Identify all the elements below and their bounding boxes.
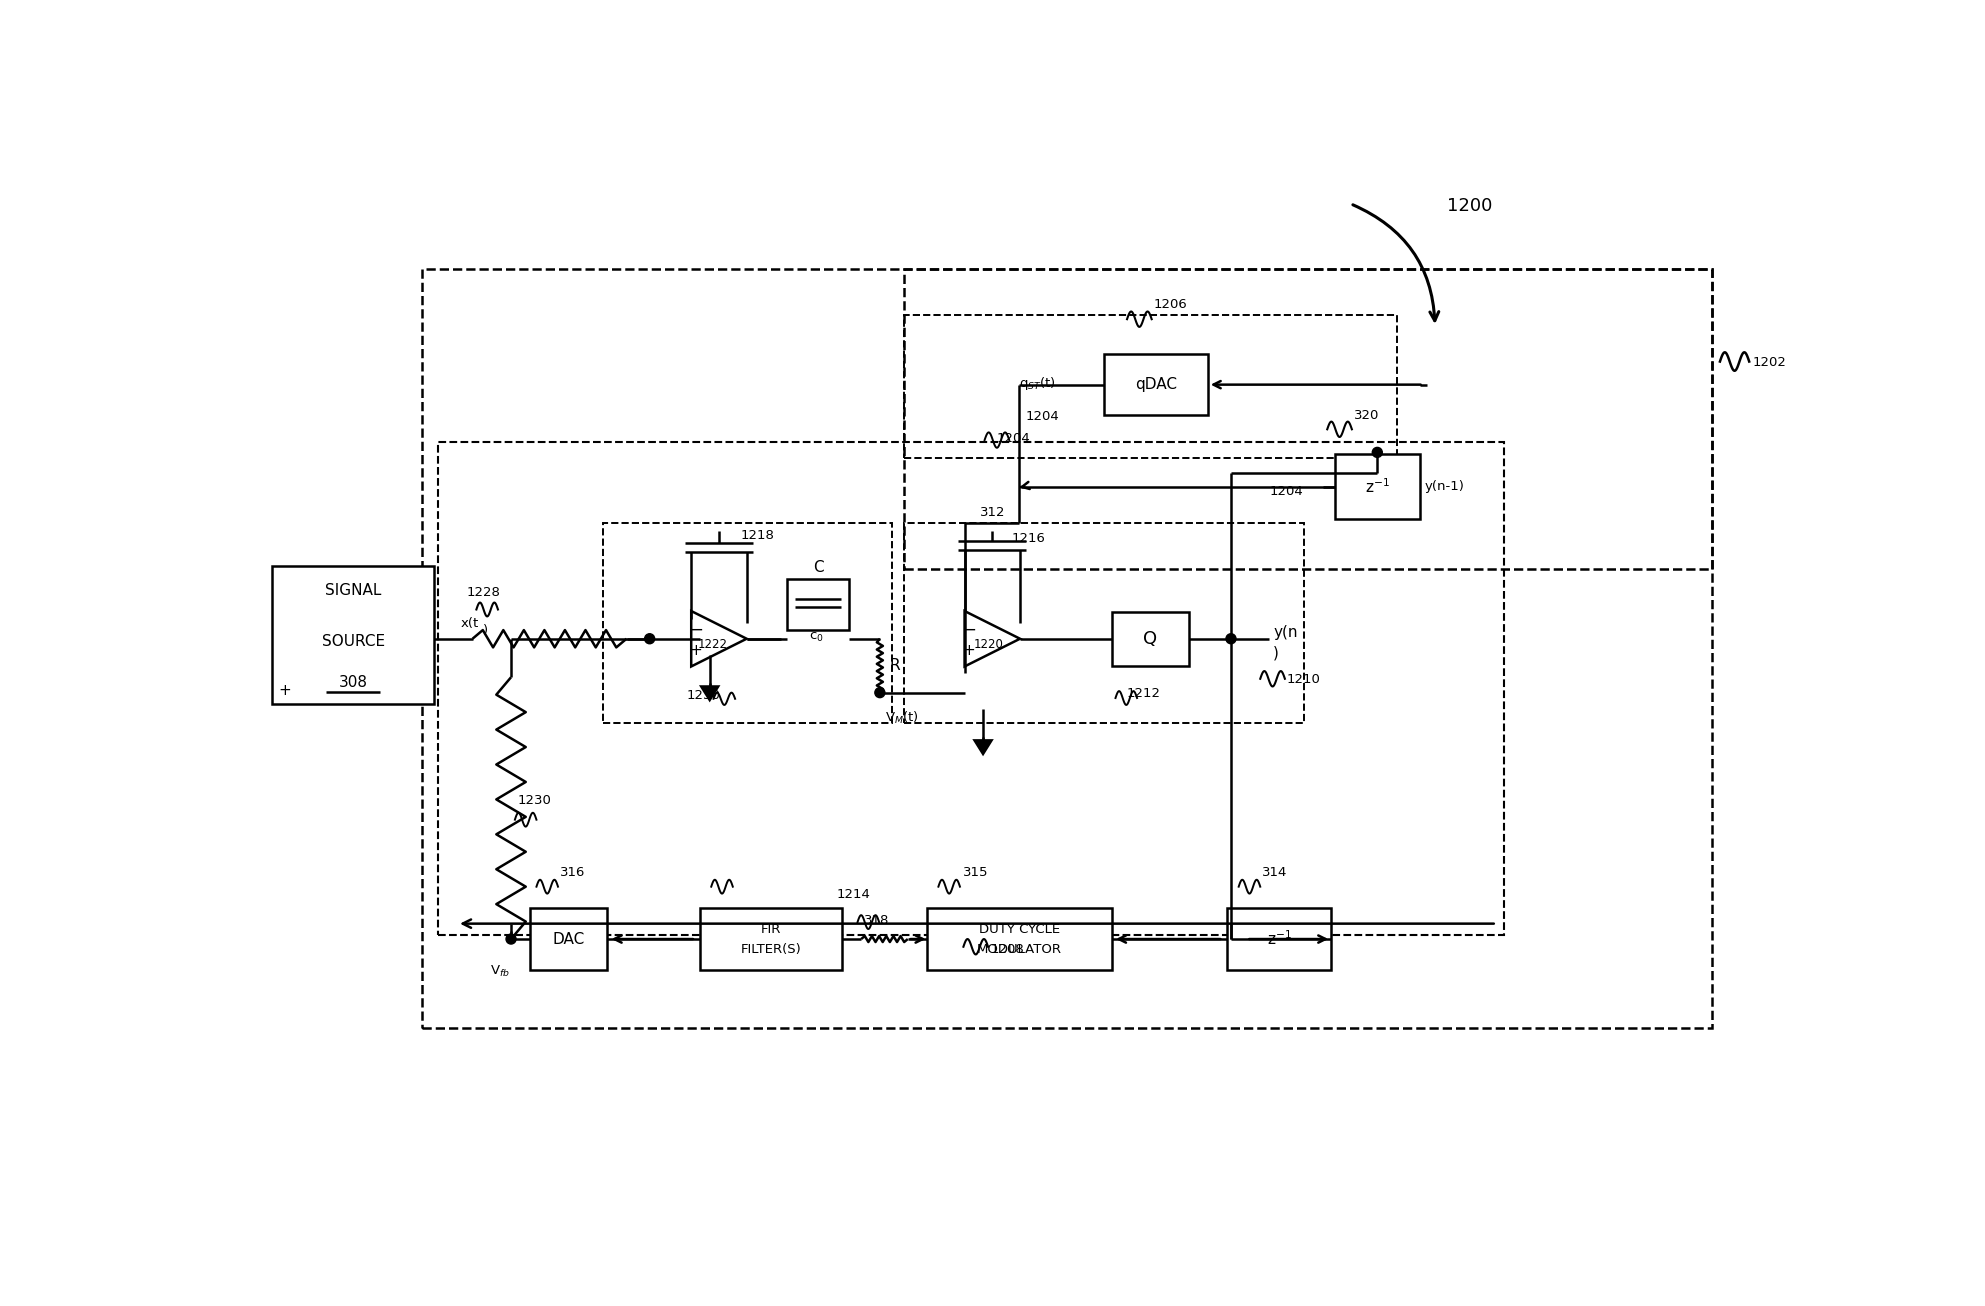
Text: 1230: 1230 (518, 794, 552, 807)
Bar (423, 269, 1713, 1028)
Circle shape (1227, 633, 1237, 644)
Text: z$^{-1}$: z$^{-1}$ (1266, 930, 1292, 948)
Text: V$_M$(t): V$_M$(t) (885, 709, 919, 726)
Text: MODULATOR: MODULATOR (977, 943, 1062, 956)
Bar (699, 908, 842, 970)
Text: y(n-1): y(n-1) (1425, 481, 1465, 494)
Text: 1230: 1230 (687, 688, 721, 701)
Text: FILTER(S): FILTER(S) (740, 943, 802, 956)
Text: 1202: 1202 (1753, 357, 1787, 370)
Text: 1206: 1206 (1153, 299, 1187, 312)
Text: 1200: 1200 (1447, 197, 1493, 215)
Bar (788, 579, 850, 629)
Text: 1216: 1216 (1012, 532, 1046, 545)
Text: 1222: 1222 (699, 637, 728, 650)
Text: SOURCE: SOURCE (322, 633, 385, 649)
Circle shape (645, 633, 655, 644)
Bar (1336, 454, 1419, 520)
Text: 1204: 1204 (1026, 410, 1060, 423)
Polygon shape (701, 687, 719, 700)
Text: +: + (963, 643, 975, 658)
Text: C: C (814, 560, 824, 575)
Text: 1218: 1218 (740, 529, 774, 542)
Text: 314: 314 (1262, 866, 1286, 879)
Text: 308: 308 (339, 675, 367, 690)
Text: q$_{ST}$(t): q$_{ST}$(t) (1018, 375, 1056, 392)
Bar (530, 908, 607, 970)
Text: 1212: 1212 (1127, 687, 1161, 700)
Text: SIGNAL: SIGNAL (326, 582, 381, 598)
Text: Q: Q (1143, 629, 1157, 648)
Text: 1208: 1208 (991, 943, 1024, 956)
Text: 315: 315 (963, 866, 989, 879)
Bar (903, 315, 1397, 458)
Text: 1228: 1228 (466, 585, 500, 598)
Text: 1210: 1210 (1286, 674, 1320, 687)
Bar (927, 908, 1112, 970)
Bar (272, 565, 435, 704)
Text: ): ) (482, 624, 488, 637)
Text: 1204: 1204 (1270, 485, 1304, 498)
Text: −: − (689, 620, 703, 639)
Bar (903, 269, 1713, 569)
Text: DAC: DAC (552, 931, 586, 947)
Text: −: − (963, 620, 977, 639)
Text: x(t: x(t (461, 616, 478, 629)
Bar (1112, 611, 1189, 666)
Text: DUTY CYCLE: DUTY CYCLE (979, 923, 1060, 936)
Polygon shape (975, 741, 992, 754)
Circle shape (875, 688, 885, 697)
Bar (1227, 908, 1332, 970)
Text: 320: 320 (1354, 409, 1380, 422)
Text: ): ) (1272, 645, 1278, 660)
Text: +: + (278, 683, 292, 697)
Text: 1214: 1214 (838, 888, 871, 901)
Bar (1104, 354, 1209, 415)
Text: y(n: y(n (1272, 626, 1298, 640)
Text: 312: 312 (979, 507, 1004, 520)
Text: qDAC: qDAC (1135, 377, 1177, 392)
Text: 1204: 1204 (996, 432, 1030, 445)
Circle shape (506, 934, 516, 944)
Bar (603, 524, 891, 724)
Text: FIR: FIR (760, 923, 782, 936)
Text: +: + (689, 643, 703, 658)
Text: R: R (889, 658, 899, 673)
Text: z$^{-1}$: z$^{-1}$ (1366, 477, 1389, 496)
Text: 1220: 1220 (973, 637, 1002, 650)
Bar (903, 524, 1304, 724)
Text: 318: 318 (863, 914, 889, 927)
Text: V$_{fb}$: V$_{fb}$ (490, 964, 510, 978)
Text: 316: 316 (560, 866, 586, 879)
Text: c$_0$: c$_0$ (810, 631, 824, 644)
Bar (439, 443, 1505, 935)
Circle shape (1372, 448, 1382, 457)
